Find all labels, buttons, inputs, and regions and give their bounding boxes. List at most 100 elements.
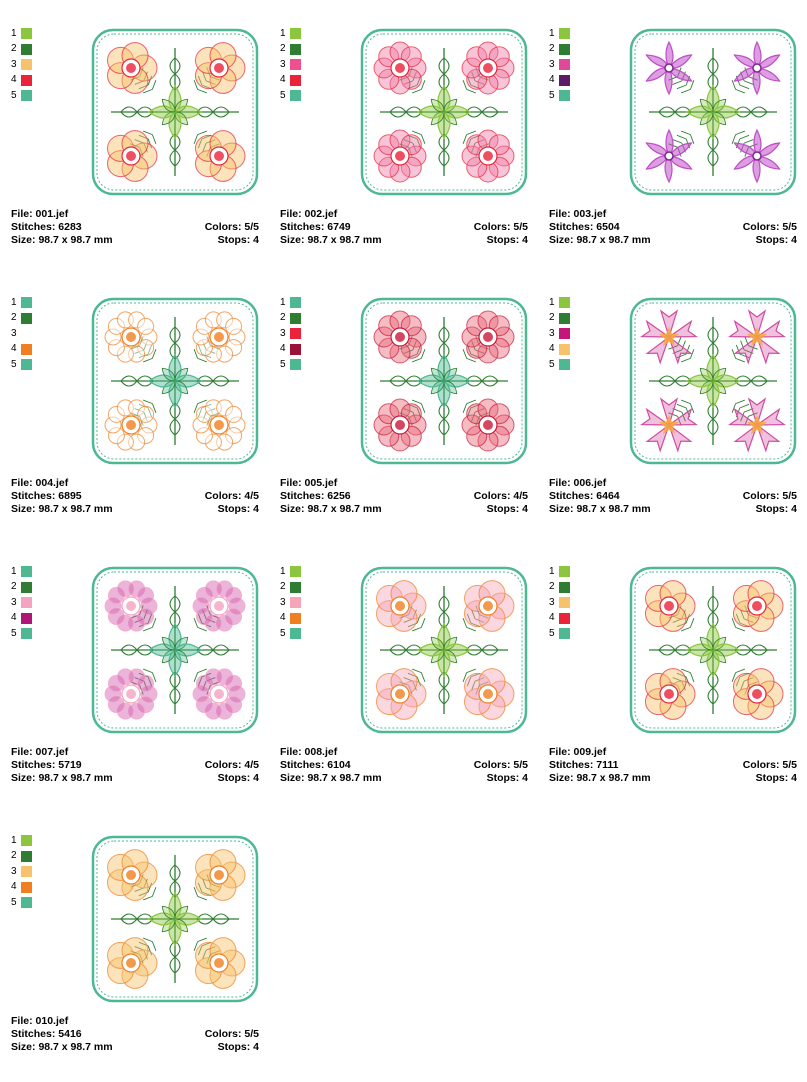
color-count: Colors: 5/5 — [205, 221, 259, 234]
design-info: File: 006.jef Stitches: 6464 Colors: 5/5 Si… — [549, 477, 797, 516]
design-info: File: 007.jef Stitches: 5719 Colors: 4/5 Si… — [11, 746, 259, 785]
file-name-value: 005.jef — [304, 477, 338, 489]
design-size: Size: 98.7 x 98.7 mm — [11, 234, 113, 247]
color-swatch — [290, 566, 301, 578]
color-swatch — [290, 343, 301, 355]
color-swatch — [21, 59, 32, 71]
stop-count-value: 4 — [253, 1041, 259, 1053]
color-swatch — [559, 628, 570, 640]
color-count-label: Colors: — [742, 490, 780, 502]
color-swatch-row: 4 — [280, 342, 310, 358]
stop-count-label: Stops: — [486, 503, 520, 515]
color-count-label: Colors: — [473, 490, 511, 502]
color-count-label: Colors: — [473, 759, 511, 771]
embroidery-design-preview — [91, 835, 259, 1003]
design-size-label: Size: — [11, 772, 36, 784]
stitch-count-value: 6256 — [327, 490, 351, 502]
stitch-count-value: 6104 — [327, 759, 351, 771]
file-name-label: File: — [11, 1015, 33, 1027]
color-count-label: Colors: — [473, 221, 511, 233]
design-size-value: 98.7 x 98.7 mm — [307, 234, 382, 246]
embroidery-design-image — [91, 835, 259, 1003]
design-size-label: Size: — [280, 234, 305, 246]
file-name-value: 001.jef — [35, 208, 69, 220]
color-swatch — [21, 90, 32, 102]
design-card: 1 2 3 4 5 File: 007.jef Stitches: 5719 Colors: … — [11, 558, 273, 813]
color-swatch — [290, 328, 301, 340]
stop-count-label: Stops: — [217, 1041, 251, 1053]
design-size: Size: 98.7 x 98.7 mm — [280, 234, 382, 247]
stitch-count-value: 5719 — [58, 759, 82, 771]
color-count: Colors: 4/5 — [474, 490, 528, 503]
color-swatch-number: 4 — [549, 612, 555, 624]
color-swatch — [21, 897, 32, 909]
stitch-count-label: Stitches: — [549, 221, 594, 233]
color-swatch-row: 3 — [280, 57, 310, 73]
color-swatch — [21, 581, 32, 593]
color-swatch-number: 2 — [280, 581, 286, 593]
color-swatch — [21, 850, 32, 862]
stop-count-label: Stops: — [217, 503, 251, 515]
color-swatch — [559, 28, 570, 40]
design-size-value: 98.7 x 98.7 mm — [576, 772, 651, 784]
color-swatch-number: 2 — [549, 43, 555, 55]
color-count-label: Colors: — [742, 221, 780, 233]
color-count: Colors: 5/5 — [743, 490, 797, 503]
color-swatch-number: 4 — [280, 74, 286, 86]
color-swatch-list: 1 2 3 4 5 — [549, 295, 579, 373]
stitch-count-label: Stitches: — [11, 759, 56, 771]
color-swatch-row: 4 — [11, 611, 41, 627]
embroidery-design-image — [91, 297, 259, 465]
file-name-value: 007.jef — [35, 746, 69, 758]
color-swatch-number: 3 — [280, 596, 286, 608]
color-swatch — [290, 28, 301, 40]
embroidery-design-image — [360, 566, 528, 734]
design-size: Size: 98.7 x 98.7 mm — [11, 772, 113, 785]
embroidery-design-image — [629, 28, 797, 196]
color-swatch-row: 3 — [280, 326, 310, 342]
design-info: File: 001.jef Stitches: 6283 Colors: 5/5 Si… — [11, 208, 259, 247]
file-name: File: 009.jef — [549, 746, 606, 759]
file-name: File: 001.jef — [11, 208, 68, 221]
color-swatch-number: 5 — [549, 89, 555, 101]
stitch-count-label: Stitches: — [11, 490, 56, 502]
color-swatch — [559, 74, 570, 86]
color-swatch-list: 1 2 3 4 5 — [280, 295, 310, 373]
color-swatch-list: 1 2 3 4 5 — [11, 564, 41, 642]
color-swatch-row: 3 — [280, 595, 310, 611]
color-swatch-row: 2 — [11, 849, 41, 865]
color-swatch-row: 4 — [11, 342, 41, 358]
color-swatch — [290, 59, 301, 71]
embroidery-design-image — [360, 28, 528, 196]
file-name-value: 010.jef — [35, 1015, 69, 1027]
design-size-label: Size: — [11, 234, 36, 246]
design-info: File: 010.jef Stitches: 5416 Colors: 5/5 Si… — [11, 1015, 259, 1054]
color-count-label: Colors: — [742, 759, 780, 771]
color-swatch — [290, 43, 301, 55]
color-swatch-row: 1 — [11, 564, 41, 580]
embroidery-design-image — [629, 566, 797, 734]
color-swatch-row: 5 — [280, 88, 310, 104]
color-swatch-number: 3 — [11, 58, 17, 70]
embroidery-design-preview — [360, 297, 528, 465]
file-name-value: 009.jef — [573, 746, 607, 758]
color-swatch-row: 3 — [549, 595, 579, 611]
stop-count: Stops: 4 — [487, 234, 528, 247]
stitch-count: Stitches: 6504 — [549, 221, 620, 234]
embroidery-design-image — [91, 566, 259, 734]
stitch-count-label: Stitches: — [280, 221, 325, 233]
color-swatch — [559, 297, 570, 309]
stop-count-label: Stops: — [486, 772, 520, 784]
color-swatch — [290, 312, 301, 324]
color-swatch-row: 1 — [549, 295, 579, 311]
color-swatch-row: 2 — [11, 580, 41, 596]
color-swatch-list: 1 2 3 4 5 — [11, 295, 41, 373]
file-name-label: File: — [280, 208, 302, 220]
color-swatch-row: 2 — [549, 580, 579, 596]
color-swatch — [559, 43, 570, 55]
color-swatch-number: 2 — [549, 581, 555, 593]
stop-count-value: 4 — [791, 503, 797, 515]
color-swatch-number: 3 — [280, 58, 286, 70]
color-swatch-row: 5 — [11, 88, 41, 104]
stitch-count: Stitches: 6104 — [280, 759, 351, 772]
